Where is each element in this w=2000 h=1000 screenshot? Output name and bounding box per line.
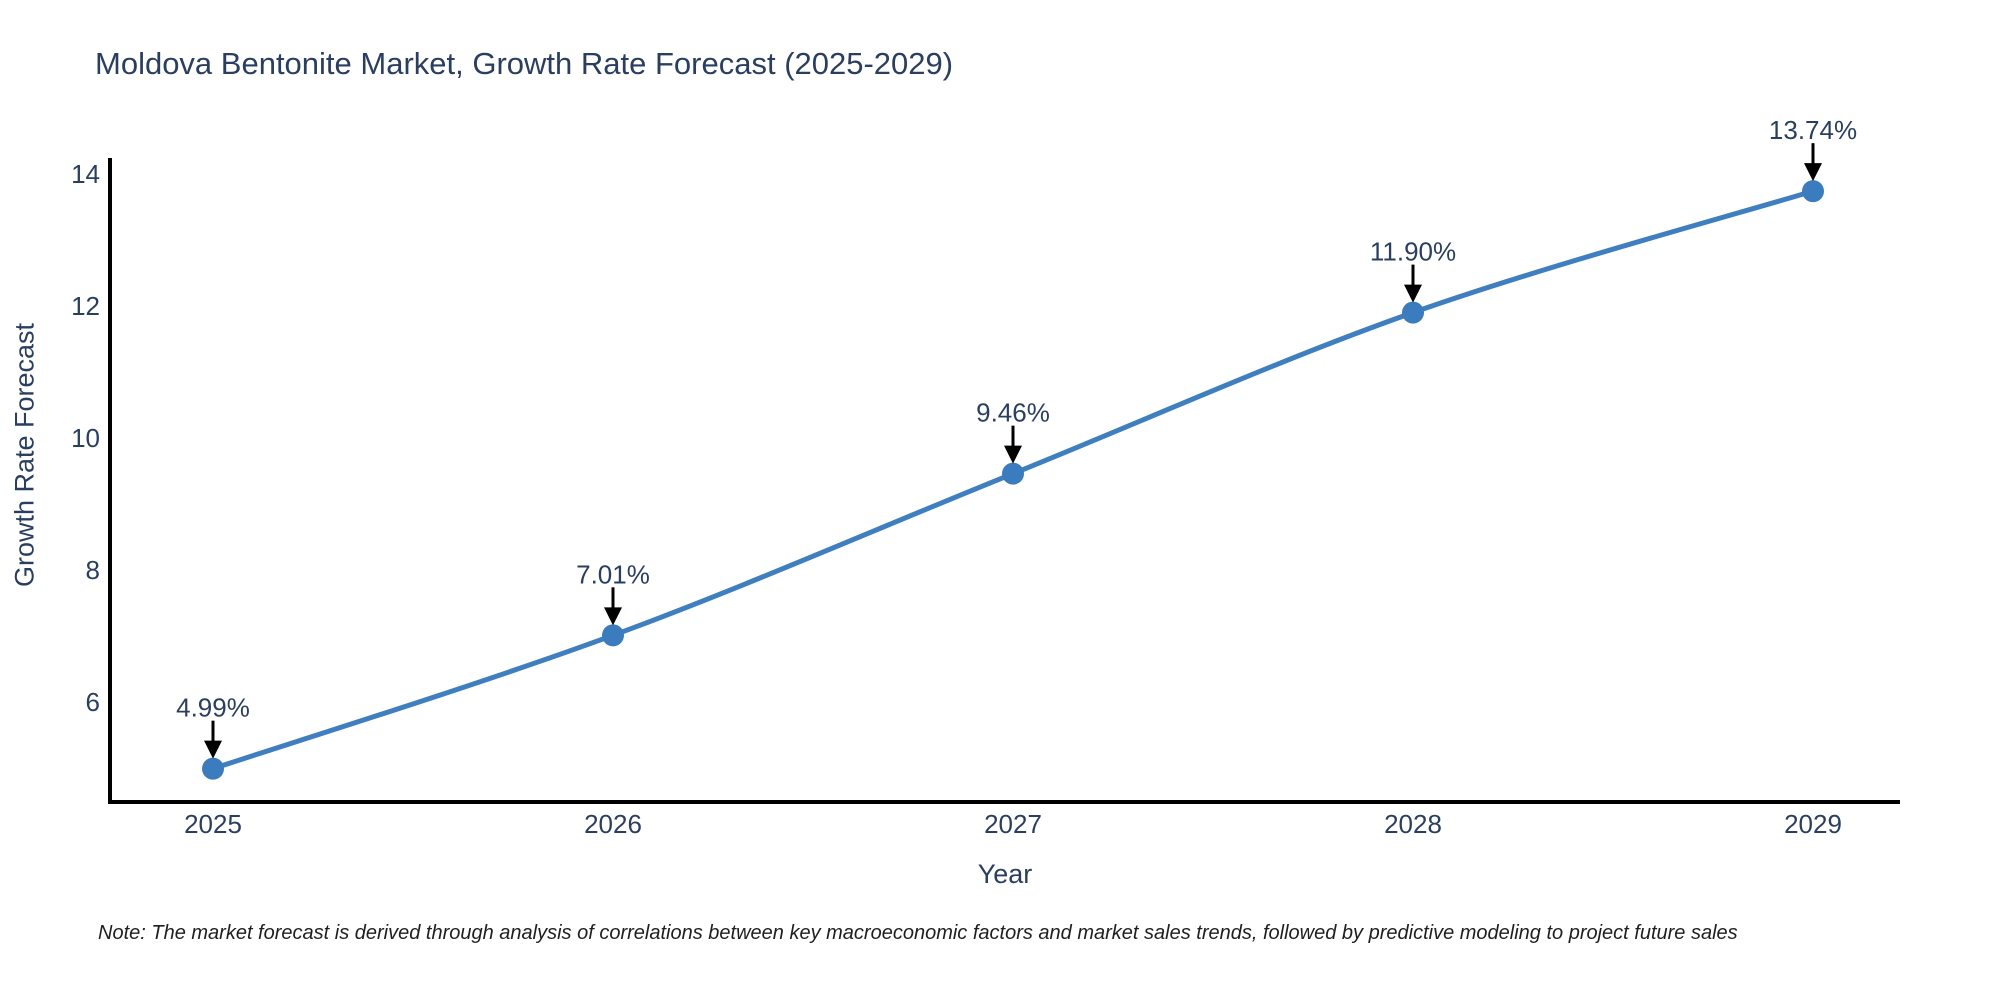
point-annotation: 9.46% [976,398,1050,464]
x-tick-label: 2028 [1384,809,1442,839]
point-annotation: 4.99% [176,693,250,759]
footnote: Note: The market forecast is derived thr… [98,922,1738,944]
point-annotation: 11.90% [1370,237,1456,303]
x-axis-title: Year [977,859,1033,889]
annotation-arrowhead-icon [204,740,222,759]
y-tick-label: 10 [71,423,100,453]
annotation-arrowhead-icon [604,607,622,626]
point-annotation-label: 7.01% [576,559,650,589]
x-tick-label: 2027 [984,809,1042,839]
data-point-marker[interactable] [1802,180,1824,203]
annotation-arrowhead-icon [1004,445,1022,464]
data-point-marker[interactable] [602,624,624,647]
data-point-marker[interactable] [1402,301,1424,324]
point-annotation-label: 13.74% [1769,115,1857,145]
data-point-marker[interactable] [202,757,224,780]
point-annotation-label: 11.90% [1370,237,1456,267]
chart-title: Moldova Bentonite Market, Growth Rate Fo… [95,46,954,81]
point-annotation: 13.74% [1769,115,1857,182]
point-annotation-label: 9.46% [976,398,1050,428]
x-tick-label: 2029 [1784,809,1842,839]
x-tick-label: 2026 [584,809,642,839]
annotation-arrowhead-icon [1404,284,1422,303]
point-annotation: 7.01% [576,559,650,626]
x-tick-label: 2025 [184,809,242,839]
y-tick-label: 14 [71,159,100,189]
data-point-marker[interactable] [1002,462,1024,485]
y-tick-label: 6 [86,687,100,717]
point-annotation-label: 4.99% [176,693,250,723]
y-tick-label: 12 [71,291,100,321]
annotation-arrowhead-icon [1804,163,1822,182]
y-tick-label: 8 [86,555,100,585]
